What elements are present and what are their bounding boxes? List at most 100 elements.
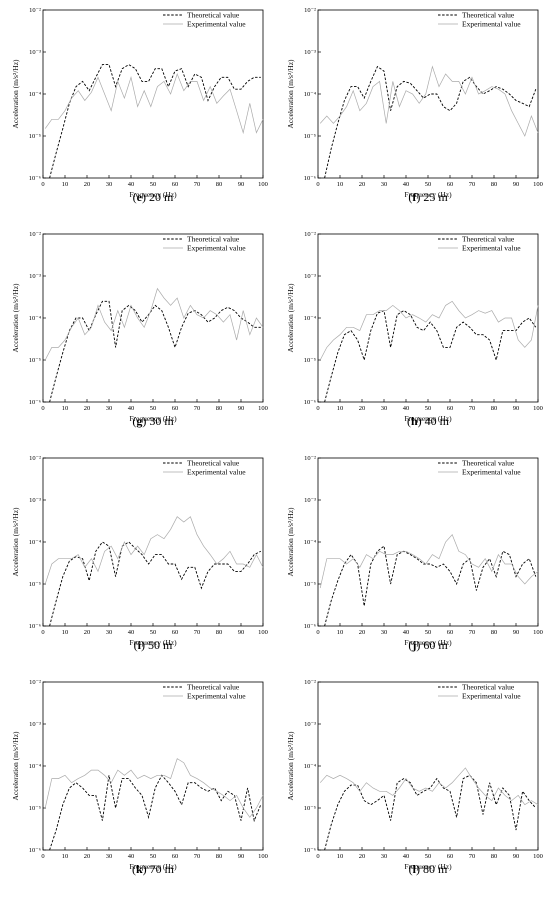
chart-g: 0 10 20 30 40 50 60 70 80 90 100 10⁻⁶ 10⁻⁵ 10⁻⁴ 10⁻³ 10… bbox=[11, 231, 268, 428]
chart-g-x-axis-label: Frequency (Hz) bbox=[129, 414, 177, 423]
chart-i-x-tick-label: 70 bbox=[194, 629, 201, 636]
chart-i-y-tick-label: 10⁻² bbox=[29, 455, 41, 462]
chart-f-caption: (f) 25 m bbox=[408, 190, 448, 204]
chart-l-x-tick-label: 20 bbox=[359, 853, 366, 860]
chart-f-legend-label: Experimental value bbox=[462, 20, 521, 29]
chart-h-x-tick-label: 60 bbox=[447, 405, 454, 412]
chart-k-y-tick-label: 10⁻⁵ bbox=[29, 805, 41, 812]
chart-i-series-experimental-line bbox=[44, 516, 264, 585]
chart-h-x-tick-label: 40 bbox=[403, 405, 410, 412]
chart-g-y-tick-label: 10⁻² bbox=[29, 231, 41, 238]
chart-k-y-tick-label: 10⁻³ bbox=[29, 721, 41, 728]
chart-k-x-tick-label: 30 bbox=[106, 853, 113, 860]
chart-j-caption: (j) 60 m bbox=[408, 638, 448, 652]
chart-e-legend-label: Experimental value bbox=[187, 20, 246, 29]
chart-e-x-tick-label: 10 bbox=[62, 181, 69, 188]
chart-e-series-theoretical-line bbox=[49, 64, 261, 179]
chart-h-x-tick-label: 100 bbox=[533, 405, 543, 412]
chart-f-x-tick-label: 100 bbox=[533, 181, 543, 188]
chart-g-x-tick-label: 30 bbox=[106, 405, 113, 412]
chart-l-y-tick-label: 10⁻² bbox=[304, 679, 316, 686]
chart-e-x-tick-label: 80 bbox=[216, 181, 223, 188]
chart-g-legend-label: Experimental value bbox=[187, 244, 246, 253]
chart-f-x-tick-label: 90 bbox=[513, 181, 520, 188]
chart-k-caption: (k) 70 m bbox=[132, 862, 175, 876]
chart-h-y-tick-label: 10⁻⁵ bbox=[304, 357, 316, 364]
chart-g-y-tick-label: 10⁻⁵ bbox=[29, 357, 41, 364]
chart-g-caption: (g) 30 m bbox=[132, 414, 174, 428]
chart-l-x-tick-label: 50 bbox=[425, 853, 432, 860]
chart-j-x-tick-label: 0 bbox=[316, 629, 319, 636]
chart-l-plot-frame bbox=[317, 681, 539, 851]
chart-k-x-tick-label: 70 bbox=[194, 853, 201, 860]
chart-f-panel-letter: f bbox=[412, 190, 417, 204]
chart-g-y-tick-label: 10⁻⁴ bbox=[29, 315, 42, 322]
chart-k-x-axis-label: Frequency (Hz) bbox=[129, 862, 177, 871]
chart-i-x-tick-label: 50 bbox=[150, 629, 157, 636]
chart-k-x-tick-label: 40 bbox=[128, 853, 135, 860]
chart-i-plot-frame bbox=[42, 457, 264, 627]
chart-g-x-tick-label: 0 bbox=[41, 405, 44, 412]
chart-i: 0 10 20 30 40 50 60 70 80 90 100 10⁻⁶ 10⁻⁵ 10⁻⁴ 10⁻³ 10… bbox=[11, 455, 268, 652]
chart-j-x-tick-label: 100 bbox=[533, 629, 543, 636]
chart-e-plot-frame bbox=[42, 9, 264, 179]
chart-k-x-tick-label: 10 bbox=[62, 853, 69, 860]
chart-l-x-tick-label: 70 bbox=[469, 853, 476, 860]
chart-e-x-tick-label: 20 bbox=[84, 181, 91, 188]
chart-h-distance-label: 40 m bbox=[425, 414, 450, 428]
chart-l-y-axis-label: Acceleration (m/s²/Hz) bbox=[286, 731, 295, 801]
chart-l-x-tick-label: 40 bbox=[403, 853, 410, 860]
chart-f-y-tick-label: 10⁻⁴ bbox=[304, 91, 317, 98]
chart-h-series-experimental-line bbox=[319, 300, 539, 361]
chart-h-y-tick-label: 10⁻⁴ bbox=[304, 315, 317, 322]
chart-l-x-tick-label: 30 bbox=[381, 853, 388, 860]
chart-l-y-tick-label: 10⁻⁶ bbox=[304, 847, 316, 854]
chart-e-series-experimental-line bbox=[44, 72, 264, 135]
chart-e-caption: (e) 20 m bbox=[133, 190, 174, 204]
chart-l-y-tick-label: 10⁻⁴ bbox=[304, 763, 317, 770]
chart-g-x-tick-label: 50 bbox=[150, 405, 157, 412]
chart-i-series-theoretical-line bbox=[49, 541, 262, 627]
chart-h-y-axis-label: Acceleration (m/s²/Hz) bbox=[286, 283, 295, 353]
chart-e-distance-label: 20 m bbox=[149, 190, 174, 204]
chart-j-y-axis-label: Acceleration (m/s²/Hz) bbox=[286, 507, 295, 577]
chart-j-x-tick-label: 80 bbox=[491, 629, 498, 636]
chart-h-caption: (h) 40 m bbox=[407, 414, 450, 428]
chart-i-x-tick-label: 90 bbox=[238, 629, 245, 636]
chart-j-y-tick-label: 10⁻³ bbox=[304, 497, 316, 504]
chart-h-x-tick-label: 90 bbox=[513, 405, 520, 412]
chart-j-x-tick-label: 20 bbox=[359, 629, 366, 636]
chart-j-x-tick-label: 60 bbox=[447, 629, 454, 636]
chart-f-x-tick-label: 20 bbox=[359, 181, 366, 188]
chart-i-panel-letter: i bbox=[138, 638, 142, 652]
chart-k-series-experimental-line bbox=[44, 758, 264, 818]
chart-i-x-tick-label: 30 bbox=[106, 629, 113, 636]
chart-i-legend-label: Experimental value bbox=[187, 468, 246, 477]
chart-h-x-tick-label: 0 bbox=[316, 405, 319, 412]
chart-i-x-tick-label: 0 bbox=[41, 629, 44, 636]
chart-f-x-tick-label: 40 bbox=[403, 181, 410, 188]
chart-i-x-axis-label: Frequency (Hz) bbox=[129, 638, 177, 647]
chart-l-x-tick-label: 60 bbox=[447, 853, 454, 860]
chart-f-y-tick-label: 10⁻⁵ bbox=[304, 133, 316, 140]
chart-e-y-tick-label: 10⁻³ bbox=[29, 49, 41, 56]
chart-h-y-tick-label: 10⁻³ bbox=[304, 273, 316, 280]
chart-g-x-tick-label: 90 bbox=[238, 405, 245, 412]
chart-g-y-tick-label: 10⁻³ bbox=[29, 273, 41, 280]
chart-e-x-tick-label: 90 bbox=[238, 181, 245, 188]
chart-g-series-experimental-line bbox=[44, 287, 264, 361]
chart-g-series-theoretical-line bbox=[49, 300, 261, 403]
chart-e-y-axis-label: Acceleration (m/s²/Hz) bbox=[11, 59, 20, 129]
chart-k-x-tick-label: 50 bbox=[150, 853, 157, 860]
chart-l-distance-label: 80 m bbox=[423, 862, 448, 876]
chart-j: 0 10 20 30 40 50 60 70 80 90 100 10⁻⁶ 10⁻⁵ 10⁻⁴ 10⁻³ 10… bbox=[286, 455, 543, 652]
chart-g-legend-label: Theoretical value bbox=[187, 235, 240, 244]
chart-j-legend-label: Theoretical value bbox=[462, 459, 515, 468]
chart-j-series-experimental-line bbox=[319, 533, 539, 589]
chart-l-x-tick-label: 0 bbox=[316, 853, 319, 860]
